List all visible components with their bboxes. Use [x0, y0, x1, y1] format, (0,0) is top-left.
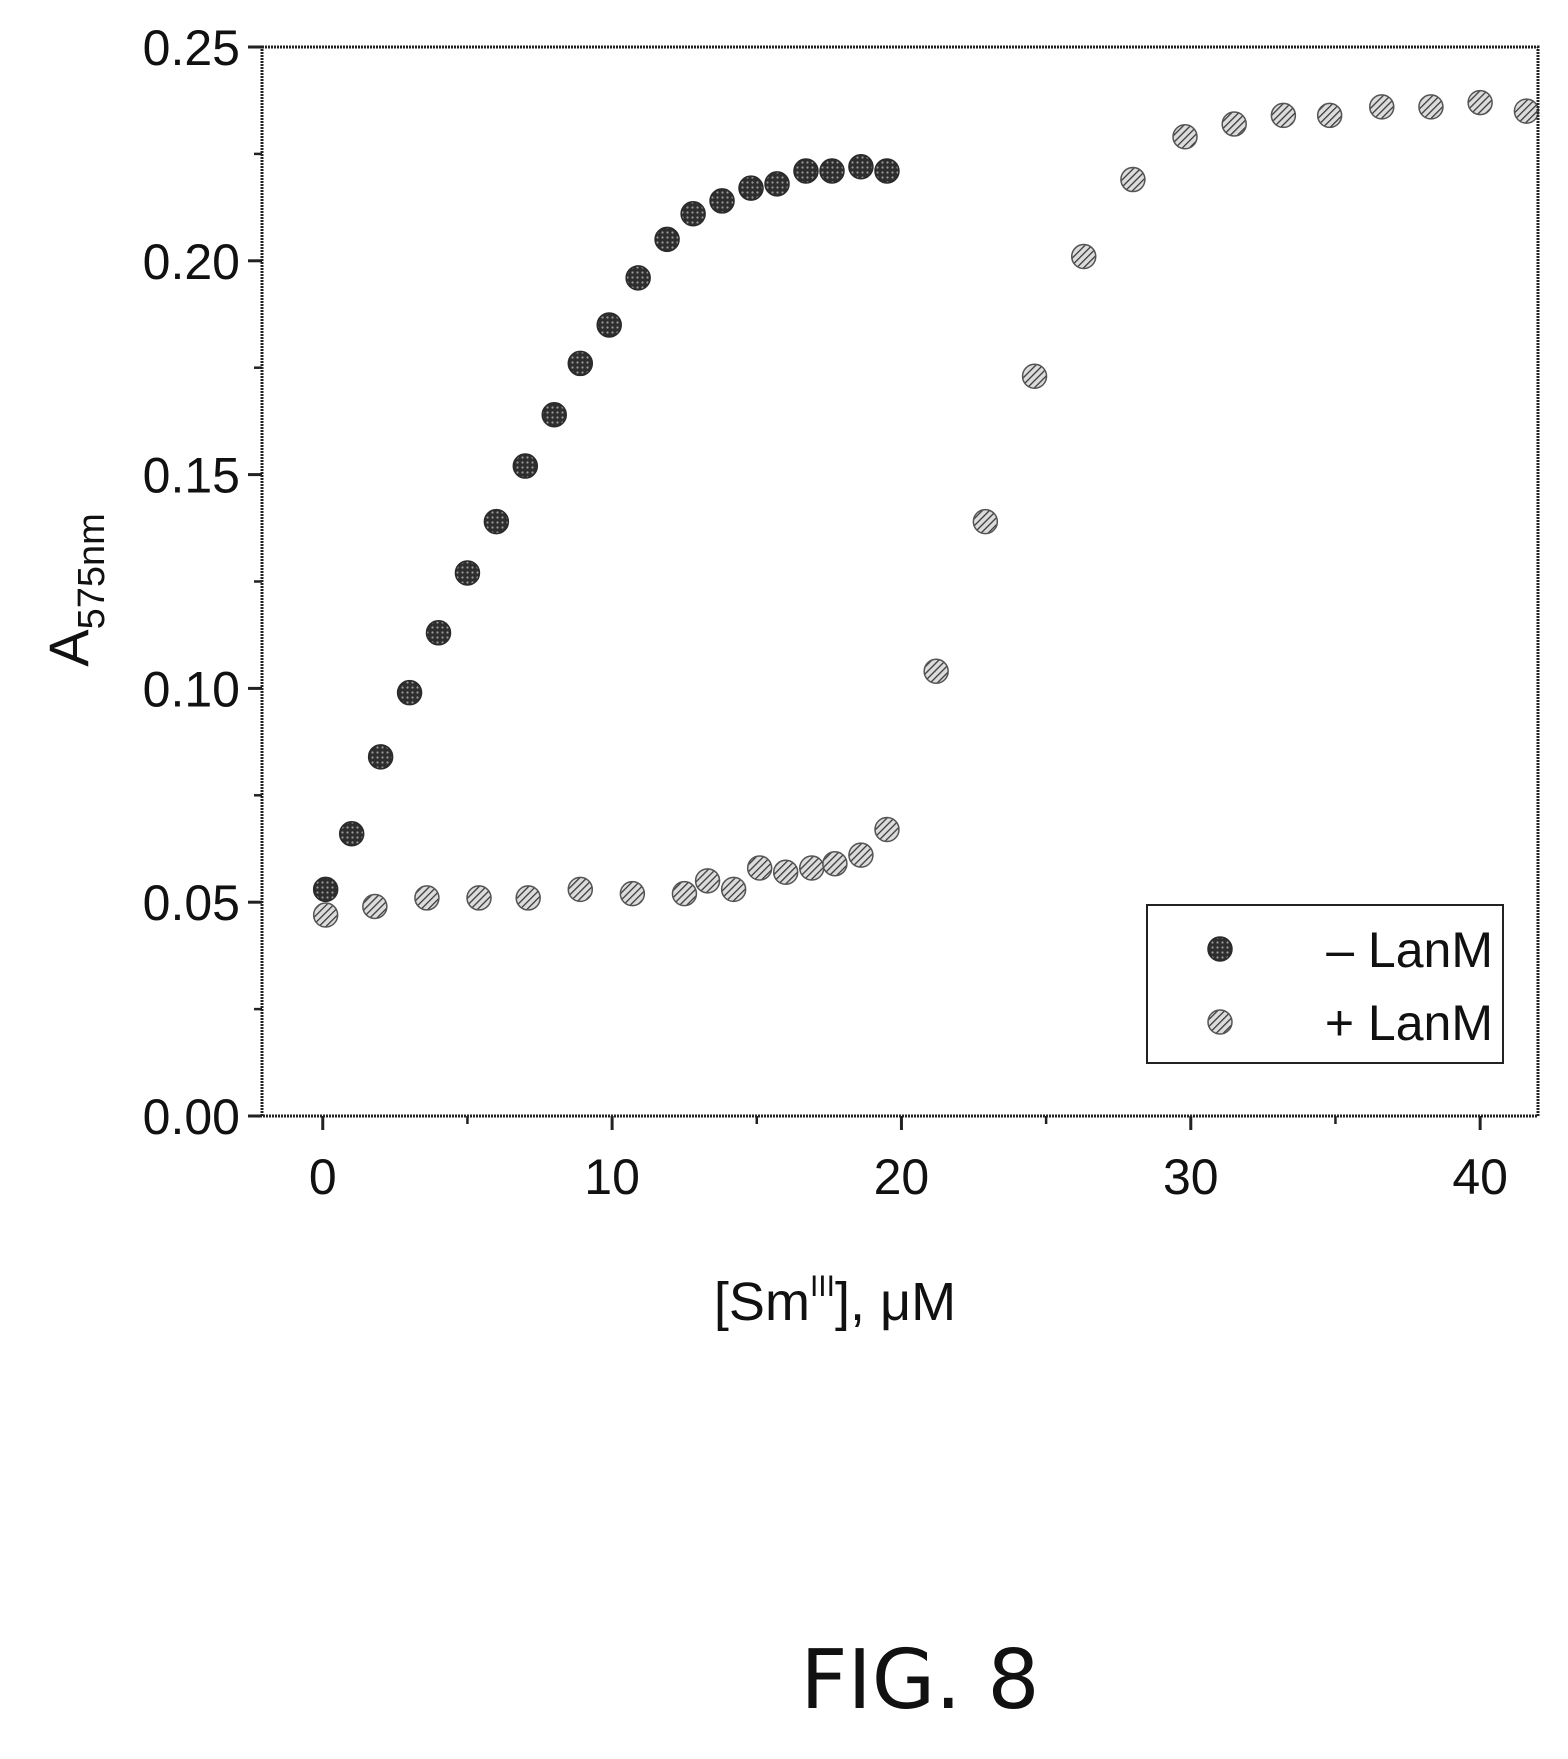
data-point-plus-lanm [1021, 363, 1048, 390]
data-point-plus-lanm [720, 876, 747, 903]
data-point-plus-lanm [1221, 111, 1247, 137]
data-point-minus-lanm [738, 175, 764, 201]
data-point-plus-lanm [312, 902, 339, 928]
data-point-plus-lanm [619, 880, 646, 907]
y-axis-label-base: A [37, 629, 100, 667]
data-point-plus-lanm [1467, 89, 1493, 116]
data-point-plus-lanm [1172, 124, 1198, 150]
y-tick-label: 0.15 [143, 448, 240, 504]
data-point-plus-lanm [1369, 94, 1395, 120]
data-point-plus-lanm [1270, 102, 1297, 129]
legend-marker-plus-lanm [1207, 1009, 1233, 1035]
series-plus-lanm [312, 89, 1540, 928]
x-tick-label: 20 [874, 1149, 930, 1205]
x-tick-label: 40 [1452, 1149, 1508, 1205]
data-point-plus-lanm [694, 868, 721, 894]
legend-marker-minus-lanm [1207, 936, 1233, 962]
x-axis-label-sup: III [810, 1270, 835, 1303]
data-point-plus-lanm [515, 885, 541, 911]
y-tick-label: 0.20 [143, 234, 240, 290]
data-point-minus-lanm [680, 201, 706, 227]
data-point-minus-lanm [874, 158, 900, 184]
data-point-plus-lanm [848, 842, 874, 868]
data-point-minus-lanm [764, 171, 790, 197]
y-axis-label-sub: 575nm [71, 513, 113, 629]
data-point-minus-lanm [596, 312, 622, 338]
y-tick-label: 0.00 [143, 1089, 240, 1145]
plot-frame [260, 45, 1540, 1118]
x-tick-label: 30 [1163, 1149, 1219, 1205]
data-point-plus-lanm [874, 816, 900, 843]
data-point-minus-lanm [512, 453, 539, 479]
data-point-minus-lanm [848, 153, 874, 180]
data-point-plus-lanm [1070, 243, 1097, 270]
y-tick-label: 0.25 [143, 20, 240, 76]
legend-label-plus-lanm: + LanM [1325, 995, 1493, 1051]
legend-label-minus-lanm: – LanM [1326, 922, 1493, 978]
data-point-minus-lanm [367, 744, 394, 770]
data-point-minus-lanm [396, 679, 423, 706]
data-point-plus-lanm [923, 658, 949, 685]
x-axis-label-suffix: ], μM [835, 1272, 956, 1332]
legend-box [1146, 904, 1504, 1064]
data-point-plus-lanm [799, 855, 825, 881]
ticks-layer: 0.00 0.05 0.10 0.15 0.20 0.25 0 10 20 30 40 [143, 20, 1508, 1205]
data-point-minus-lanm [425, 620, 452, 646]
data-point-plus-lanm [972, 508, 999, 535]
data-point-minus-lanm [709, 188, 735, 214]
x-axis-label-base: [Sm [714, 1272, 810, 1332]
data-point-plus-lanm [362, 893, 388, 920]
x-tick-label: 0 [309, 1149, 337, 1205]
data-point-plus-lanm [1513, 98, 1540, 124]
data-point-minus-lanm [454, 560, 481, 586]
y-axis-label: A575nm [37, 513, 113, 667]
x-tick-label: 10 [584, 1149, 640, 1205]
figure-caption: FIG. 8 [800, 1633, 1039, 1728]
data-point-plus-lanm [1316, 102, 1343, 129]
data-point-plus-lanm [1120, 166, 1146, 193]
data-point-minus-lanm [793, 158, 819, 184]
series-layer [312, 89, 1540, 928]
legend: – LanM + LanM [1146, 904, 1504, 1064]
y-tick-label: 0.10 [143, 661, 240, 717]
data-point-minus-lanm [625, 265, 651, 291]
series-minus-lanm [312, 153, 900, 903]
data-point-plus-lanm [466, 885, 492, 911]
data-point-minus-lanm [312, 876, 339, 903]
data-point-plus-lanm [822, 850, 848, 877]
data-point-minus-lanm [338, 821, 365, 847]
x-axis-label: [SmIII], μM [714, 1270, 956, 1332]
data-point-plus-lanm [746, 855, 773, 881]
data-point-minus-lanm [541, 401, 567, 428]
data-point-plus-lanm [414, 885, 440, 911]
data-point-minus-lanm [819, 158, 845, 184]
data-point-plus-lanm [1418, 94, 1444, 120]
data-point-plus-lanm [567, 876, 594, 903]
data-point-minus-lanm [483, 508, 510, 535]
data-point-minus-lanm [654, 226, 680, 253]
y-tick-label: 0.05 [143, 875, 240, 931]
data-point-minus-lanm [567, 350, 594, 377]
data-point-plus-lanm [772, 859, 799, 886]
data-point-plus-lanm [671, 880, 698, 907]
